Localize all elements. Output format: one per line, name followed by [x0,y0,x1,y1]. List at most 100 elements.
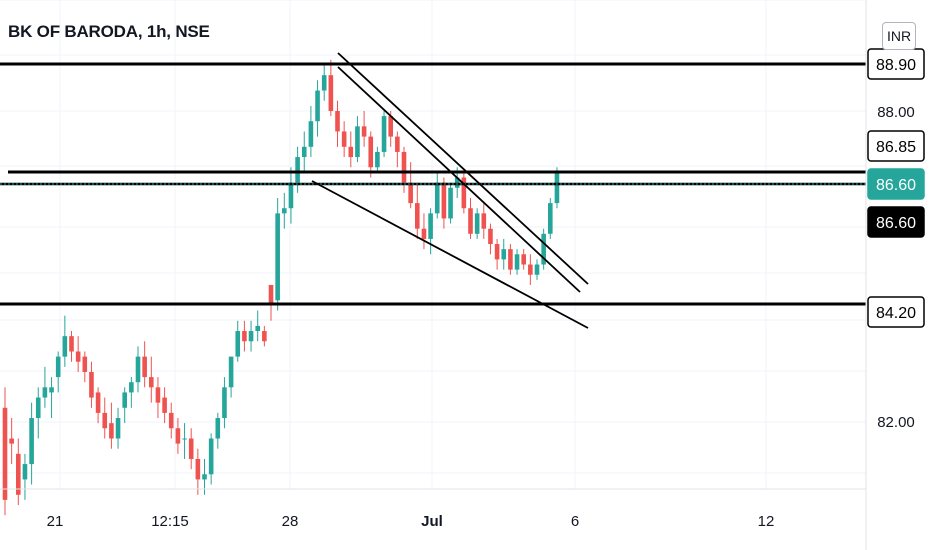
price-axis[interactable]: 88.00 82.00 88.90 86.85 86.60 86.60 84.20 [867,48,925,431]
candle [22,453,28,500]
candle-body [222,387,227,419]
candle-body [381,116,387,152]
candle-body [335,111,340,132]
candle-body [2,407,8,500]
candle-body [441,182,447,219]
price-label-outline[interactable]: 88.90 [867,48,925,80]
candle [75,336,81,372]
price-label-dark[interactable]: 86.60 [867,206,925,238]
candle [375,146,380,173]
candle [222,377,227,429]
wedge-upper-line-1[interactable] [337,52,589,285]
candle-body [55,356,61,378]
candle-body [361,126,367,137]
price-label-outline[interactable]: 84.20 [867,296,925,328]
candle-body [308,121,314,147]
candle-body [29,418,34,465]
candle [348,131,354,168]
candle [69,331,74,362]
candle [421,213,427,250]
price-label-outline[interactable]: 86.85 [867,130,925,162]
candle-body [494,244,500,260]
candle [29,402,34,485]
price-tick-label: 82.00 [877,414,915,431]
candle-body [135,356,141,383]
candle [35,387,41,439]
candle [381,111,387,158]
candle-body [328,75,334,111]
candle-body [474,213,480,234]
candle-body [228,356,234,388]
candle [228,356,234,398]
candle-body [295,157,300,183]
candle [368,131,374,178]
candle [188,428,194,470]
price-tick-label: 88.00 [877,104,915,121]
candle [182,423,187,459]
candle-body [69,336,74,352]
candle [468,197,473,239]
wedge-lower-line[interactable] [311,180,589,329]
candle [494,238,500,270]
candle-body [408,182,413,204]
candle-body [42,387,48,398]
candle-body [122,392,127,408]
candle-body [348,146,354,158]
candle-body [514,254,520,270]
candle-body [501,249,507,260]
candle-body [454,177,460,188]
candle [448,182,453,224]
candle-body [49,387,54,393]
candle-body [255,325,260,332]
candle-body [275,213,280,301]
price-label-box [867,296,925,328]
time-axis[interactable]: 21 12:15 28 Jul 6 12 [47,513,775,530]
candle-body [202,474,207,480]
candle [102,397,108,439]
candle [248,320,254,352]
candle-body [421,228,427,239]
time-tick-label: 28 [282,513,299,530]
candle [321,64,327,101]
candle [428,208,433,255]
candle [168,402,174,439]
candle [195,448,201,495]
candle [142,341,147,388]
price-label-box [867,168,925,200]
candle-body [182,438,187,440]
price-label-text: 88.90 [876,57,916,74]
candle-body [95,392,101,413]
candle-body [288,182,294,209]
candle-body [115,418,121,439]
candle-body [428,213,433,239]
candle-body [142,356,147,378]
candle [109,402,114,449]
price-label-text: 84.20 [876,305,916,322]
candle [2,387,8,516]
candle-body [75,351,81,362]
candle [175,418,181,454]
candle [149,356,154,403]
candle-body [521,254,526,265]
candle [242,320,247,352]
candle [282,192,287,229]
candle [255,310,260,342]
candle [295,146,300,193]
candle-body [508,249,513,270]
candle [548,197,553,239]
wedge-upper-line-2[interactable] [337,66,581,293]
candle-body [82,356,88,372]
candle-body [468,208,473,234]
candle-body [62,336,68,357]
candle-body [375,151,380,168]
candle [95,387,101,424]
price-label-filled[interactable]: 86.60 [867,168,925,200]
candle-body [188,438,194,459]
currency-button[interactable]: INR [882,22,916,50]
candle [355,116,360,163]
candle [474,208,480,239]
candle-body [129,382,134,393]
candle-body [448,187,453,219]
candle-body [242,331,247,342]
